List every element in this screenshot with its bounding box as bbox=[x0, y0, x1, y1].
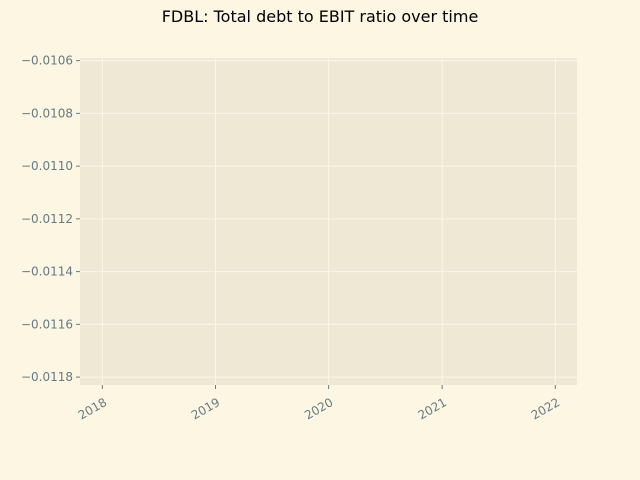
grid-lines bbox=[80, 58, 577, 385]
x-tick-label: 2019 bbox=[189, 395, 222, 422]
y-axis-ticks: −0.0106 −0.0108 −0.0110 −0.0112 −0.0114 −0.01… bbox=[21, 54, 80, 384]
x-tick-label: 2020 bbox=[302, 395, 335, 422]
y-tick-label: −0.0118 bbox=[21, 370, 73, 384]
x-tick-label: 2021 bbox=[416, 395, 449, 422]
x-tick-label: 2022 bbox=[529, 395, 562, 422]
y-tick-label: −0.0114 bbox=[21, 265, 73, 279]
x-axis-ticks: 2018 2019 2020 2021 2022 bbox=[76, 385, 562, 422]
y-tick-label: −0.0108 bbox=[21, 106, 73, 120]
y-tick-label: −0.0116 bbox=[21, 317, 73, 331]
y-tick-label: −0.0106 bbox=[21, 54, 73, 68]
y-tick-label: −0.0110 bbox=[21, 159, 73, 173]
x-tick-label: 2018 bbox=[76, 395, 109, 422]
chart-title: FDBL: Total debt to EBIT ratio over time bbox=[161, 7, 479, 26]
y-tick-label: −0.0112 bbox=[21, 212, 73, 226]
